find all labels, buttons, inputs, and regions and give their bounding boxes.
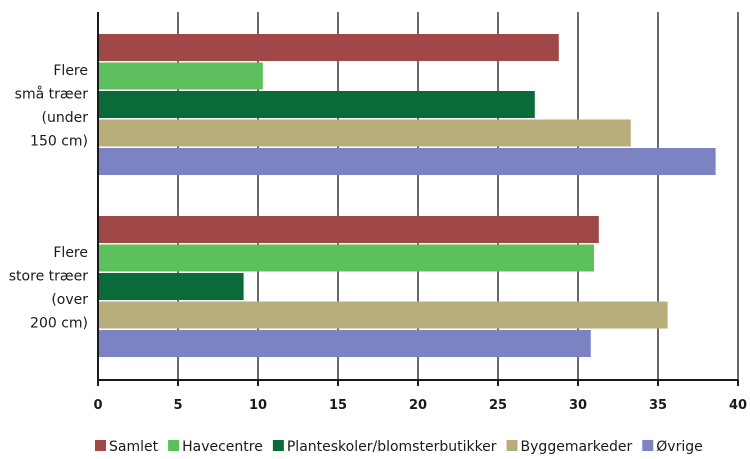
legend-swatch [168,440,179,451]
x-tick-label: 40 [729,398,747,413]
legend-label: Planteskoler/blomsterbutikker [287,439,497,455]
legend-item: Byggemarkeder [507,439,633,455]
bar-planteskoler-blomsterbutikker-1 [98,91,535,118]
bar-planteskoler-blomsterbutikker-2 [98,273,244,300]
category-label: Flere store træer (over 200 cm) [9,245,88,332]
legend-item: Planteskoler/blomsterbutikker [273,439,497,455]
bar-øvrige-1 [98,148,716,175]
category-label: Flere små træer (under 150 cm) [15,63,89,150]
x-tick-label: 25 [489,398,507,413]
x-tick-label: 5 [173,398,182,413]
bar-byggemarkeder-1 [98,120,631,147]
legend-item: Øvrige [642,439,702,455]
legend-swatch [642,440,653,451]
bar-byggemarkeder-2 [98,302,668,329]
x-tick-label: 30 [569,398,587,413]
legend: Samlet Havecentre Planteskoler/blomsterbut… [95,439,703,455]
bar-samlet-2 [98,216,599,243]
legend-label: Øvrige [656,439,702,455]
x-tick-label: 15 [329,398,347,413]
legend-label: Byggemarkeder [521,439,633,455]
x-tick-label: 0 [93,398,102,413]
bar-øvrige-2 [98,330,591,357]
bar-havecentre-1 [98,63,263,90]
legend-swatch [273,440,284,451]
bar-havecentre-2 [98,245,594,272]
x-tick-label: 35 [649,398,667,413]
legend-swatch [95,440,106,451]
category-labels: Flere små træer (under 150 cm) Flere store tr… [9,63,88,332]
legend-label: Samlet [109,439,159,455]
x-tick-labels: 0 5 10 15 20 25 30 35 40 [93,398,747,413]
legend-item: Havecentre [168,439,263,455]
legend-swatch [507,440,518,451]
x-tick-label: 20 [409,398,427,413]
x-tick-label: 10 [249,398,267,413]
bar-samlet-1 [98,34,559,61]
legend-item: Samlet [95,439,159,455]
bars [98,34,716,357]
legend-label: Havecentre [182,439,263,455]
